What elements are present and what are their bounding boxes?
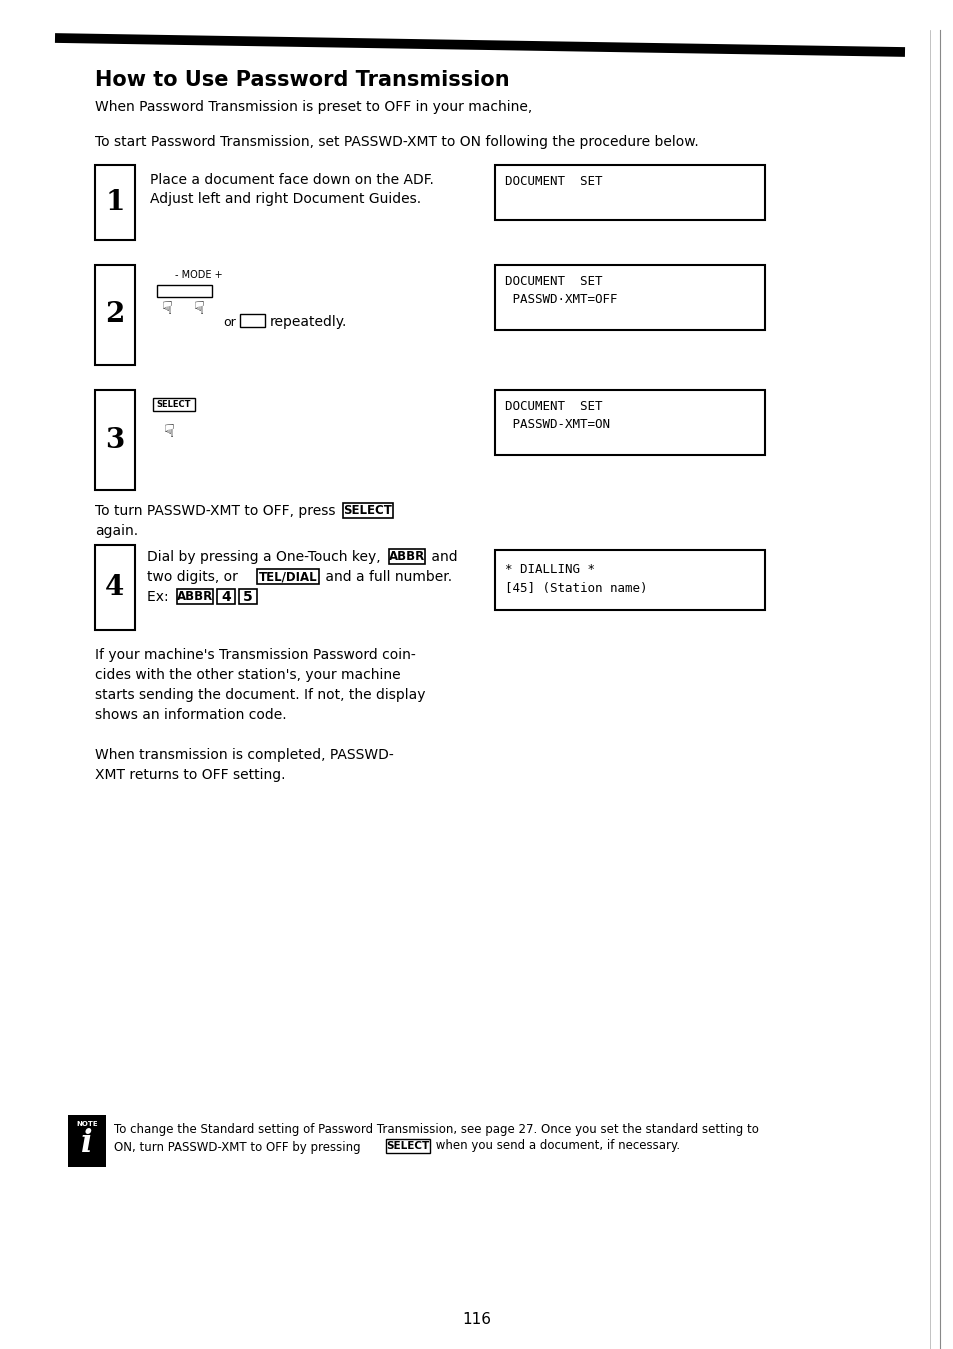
Text: SELECT: SELECT: [343, 505, 392, 518]
Text: To start Password Transmission, set PASSWD-XMT to ON following the procedure bel: To start Password Transmission, set PASS…: [95, 135, 698, 148]
Bar: [95, 390, 135, 490]
Bar: [157, 285, 212, 297]
Text: and: and: [427, 550, 457, 564]
Text: again.: again.: [95, 523, 138, 538]
Text: Dial by pressing a One-Touch key,: Dial by pressing a One-Touch key,: [147, 550, 385, 564]
Text: When transmission is completed, PASSWD-
XMT returns to OFF setting.: When transmission is completed, PASSWD- …: [95, 747, 394, 782]
Bar: [95, 545, 135, 630]
Text: To change the Standard setting of Password Transmission, see page 27. Once you s: To change the Standard setting of Passwo…: [113, 1122, 758, 1136]
Text: 4: 4: [221, 590, 231, 604]
Bar: [495, 165, 764, 220]
Text: two digits, or: two digits, or: [147, 571, 242, 584]
Text: 4: 4: [105, 575, 125, 602]
Text: SELECT: SELECT: [386, 1141, 429, 1151]
Bar: [177, 590, 213, 604]
Bar: [495, 390, 764, 455]
Text: Place a document face down on the ADF.
Adjust left and right Document Guides.: Place a document face down on the ADF. A…: [150, 173, 434, 206]
Text: ABBR: ABBR: [176, 591, 213, 603]
Text: 3: 3: [105, 426, 125, 453]
Text: To turn PASSWD-XMT to OFF, press: To turn PASSWD-XMT to OFF, press: [95, 505, 339, 518]
Text: i: i: [81, 1128, 92, 1159]
Text: ☟: ☟: [163, 424, 174, 441]
Text: DOCUMENT  SET: DOCUMENT SET: [504, 175, 602, 188]
Text: NOTE: NOTE: [76, 1121, 98, 1126]
Text: and a full number.: and a full number.: [320, 571, 452, 584]
Text: or: or: [223, 316, 235, 329]
Text: DOCUMENT  SET
 PASSWD·XMT=OFF: DOCUMENT SET PASSWD·XMT=OFF: [504, 275, 617, 306]
Text: DOCUMENT  SET
 PASSWD-XMT=ON: DOCUMENT SET PASSWD-XMT=ON: [504, 401, 609, 430]
Bar: [216, 590, 234, 604]
Text: 1: 1: [105, 189, 125, 216]
Text: Ex:: Ex:: [147, 590, 172, 604]
Text: ABBR: ABBR: [389, 550, 425, 564]
Text: ☟: ☟: [161, 299, 172, 318]
Bar: [152, 398, 194, 411]
Bar: [239, 590, 256, 604]
Text: - MODE +: - MODE +: [174, 270, 222, 281]
Bar: [495, 550, 764, 610]
Text: ☟: ☟: [193, 299, 204, 318]
Bar: [95, 165, 135, 240]
Text: TEL/DIAL: TEL/DIAL: [258, 571, 317, 584]
Text: How to Use Password Transmission: How to Use Password Transmission: [95, 70, 509, 90]
Text: ON, turn PASSWD-XMT to OFF by pressing: ON, turn PASSWD-XMT to OFF by pressing: [113, 1141, 364, 1153]
Bar: [95, 264, 135, 366]
Bar: [256, 569, 318, 584]
Text: SELECT: SELECT: [156, 401, 191, 409]
Text: * DIALLING *
[45] (Station name): * DIALLING * [45] (Station name): [504, 563, 647, 595]
Text: If your machine's Transmission Password coin-
cides with the other station's, yo: If your machine's Transmission Password …: [95, 648, 425, 722]
Text: 5: 5: [243, 590, 253, 604]
Text: 116: 116: [462, 1313, 491, 1327]
Bar: [240, 314, 265, 326]
Text: 2: 2: [105, 301, 125, 329]
Text: repeatedly.: repeatedly.: [270, 316, 347, 329]
Bar: [68, 1116, 106, 1167]
Bar: [389, 549, 424, 564]
Bar: [343, 503, 393, 518]
Text: When Password Transmission is preset to OFF in your machine,: When Password Transmission is preset to …: [95, 100, 532, 115]
Text: when you send a document, if necessary.: when you send a document, if necessary.: [432, 1140, 679, 1152]
Bar: [386, 1139, 430, 1153]
Bar: [495, 264, 764, 331]
